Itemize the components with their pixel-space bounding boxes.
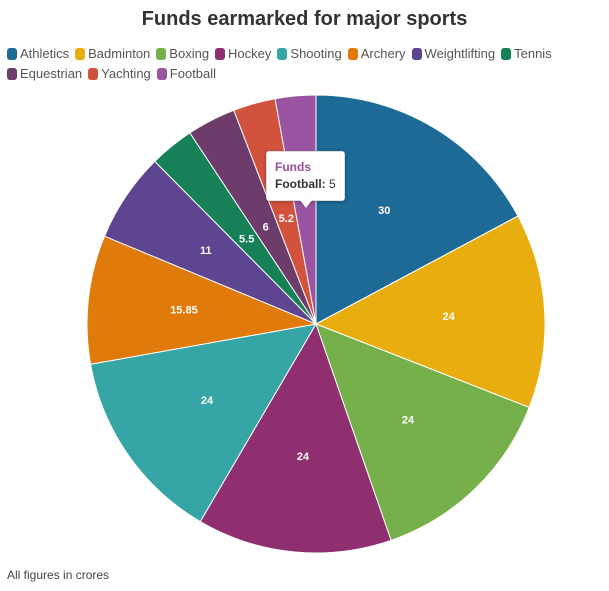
legend-label: Weightlifting: [424, 46, 496, 61]
pie-slices: [86, 94, 546, 554]
slice-label-hockey: 24: [297, 451, 310, 463]
legend-item-equestrian[interactable]: Equestrian: [7, 65, 82, 83]
slice-shooting[interactable]: [89, 323, 317, 523]
footnote: All figures in crores: [7, 568, 110, 582]
legend-item-tennis[interactable]: Tennis: [501, 45, 552, 63]
tooltip-value: 5: [329, 177, 336, 191]
legend-swatch: [215, 48, 226, 60]
legend-label: Shooting: [290, 46, 342, 61]
tooltip: Funds Football: 5: [266, 151, 345, 201]
legend-label: Badminton: [88, 46, 151, 61]
slice-hockey[interactable]: [199, 322, 392, 554]
legend-swatch: [88, 68, 99, 80]
legend-item-athletics[interactable]: Athletics: [7, 45, 69, 63]
legend-label: Boxing: [169, 46, 210, 61]
slice-athletics[interactable]: [315, 94, 519, 325]
legend-item-weightlifting[interactable]: Weightlifting: [411, 45, 496, 63]
legend-item-yachting[interactable]: Yachting: [88, 65, 151, 83]
legend-swatch: [7, 48, 17, 60]
slice-boxing[interactable]: [315, 323, 530, 541]
legend-item-hockey[interactable]: Hockey: [215, 45, 271, 63]
slice-label-equestrian: 6: [263, 221, 269, 233]
legend-label: Yachting: [101, 66, 151, 81]
legend-label: Hockey: [228, 46, 272, 61]
legend-swatch: [156, 48, 167, 60]
legend-label: Football: [169, 66, 217, 81]
slice-label-tennis: 5.5: [239, 234, 254, 246]
slice-label-weightlifting: 11: [200, 245, 212, 257]
legend-swatch: [347, 48, 358, 60]
chart-legend: Athletics Badminton Boxing Hockey Shooting Ar…: [7, 45, 602, 85]
legend-label: Athletics: [20, 46, 70, 61]
legend-swatch: [501, 48, 512, 60]
legend-item-football[interactable]: Football: [156, 65, 217, 83]
tooltip-series: Football:: [275, 177, 326, 191]
legend-item-archery[interactable]: Archery: [347, 45, 406, 63]
slice-label-athletics: 30: [378, 205, 390, 217]
chart-title: Funds earmarked for major sports: [141, 8, 468, 30]
slice-badminton[interactable]: [314, 215, 546, 409]
legend-label: Tennis: [514, 46, 552, 61]
slice-label-boxing: 24: [402, 415, 415, 427]
legend-item-badminton[interactable]: Badminton: [75, 45, 150, 63]
legend-label: Archery: [360, 46, 406, 61]
legend-item-boxing[interactable]: Boxing: [156, 45, 209, 63]
legend-swatch: [75, 48, 86, 60]
pie-labels: 30 24 24 24 24 15.85 11 5.5 6 5.2: [170, 205, 455, 463]
slice-label-yachting: 5.2: [279, 213, 294, 225]
tooltip-arrow: [299, 199, 313, 208]
slice-label-shooting: 24: [201, 395, 214, 407]
legend-swatch: [156, 68, 167, 80]
legend-item-shooting[interactable]: Shooting: [277, 45, 342, 63]
tooltip-row: Football: 5: [275, 176, 336, 193]
tooltip-heading: Funds: [275, 160, 311, 174]
legend-swatch: [7, 68, 17, 80]
legend-swatch: [411, 48, 422, 60]
slice-label-archery: 15.85: [170, 305, 198, 317]
slice-archery[interactable]: [86, 235, 318, 365]
legend-label: Equestrian: [20, 66, 83, 81]
legend-swatch: [277, 48, 288, 60]
slice-label-badminton: 24: [442, 311, 455, 323]
